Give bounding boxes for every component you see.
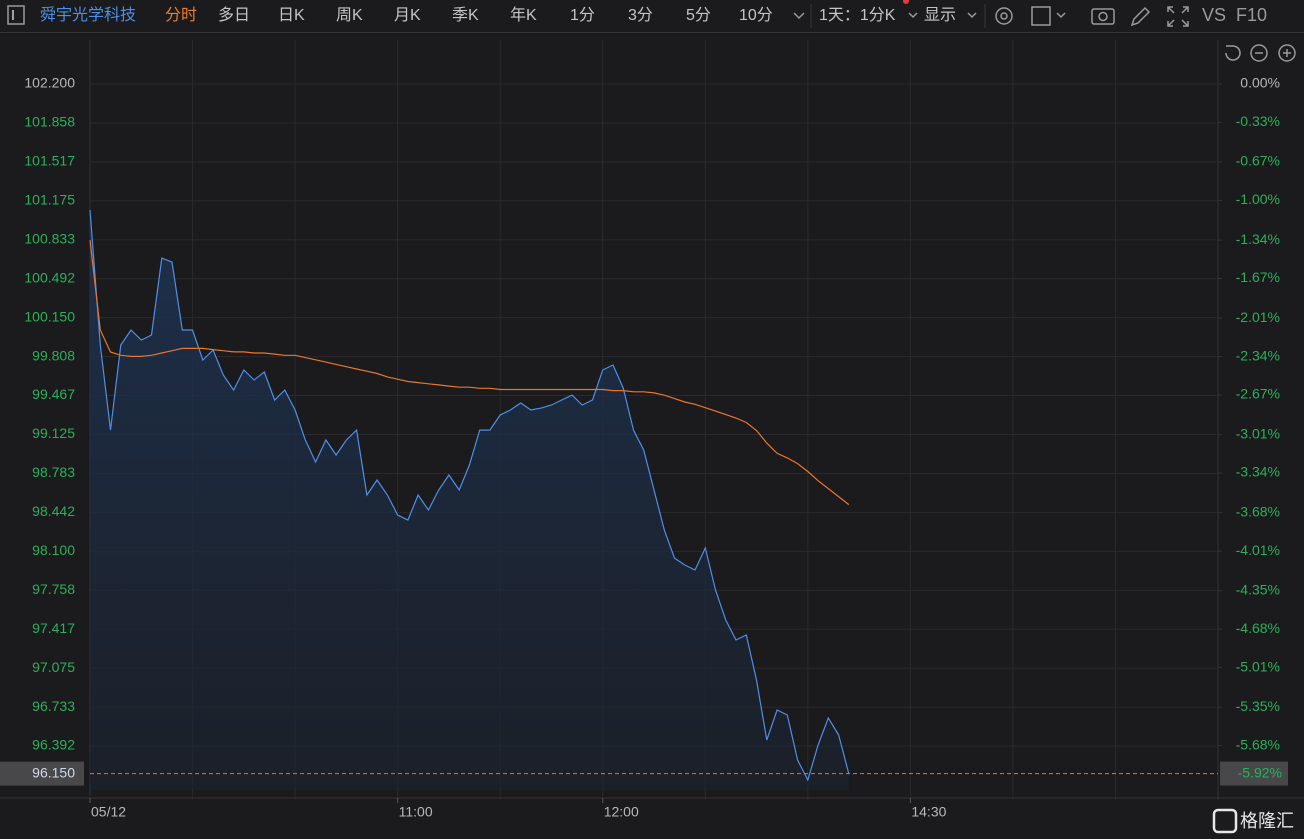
toolbar: 舜宇光学科技 分时 多日 日K 周K 月K 季K 年K 1分 3分 5分 10分… [7,0,1267,28]
y2-tick-label: -4.01% [1236,542,1280,558]
y2-tick-label: -3.01% [1236,425,1280,441]
y-tick-label: 99.808 [32,347,75,363]
y-tick-label: 101.517 [24,153,75,169]
y2-tick-label: -2.01% [1236,309,1280,325]
more-chevron[interactable] [793,12,805,20]
tab[interactable]: 多日 [218,6,250,24]
y-tick-label: 98.100 [32,542,75,558]
average-line [89,240,850,506]
y-tick-label: 97.417 [32,620,75,636]
y2-tick-label: -0.33% [1236,113,1280,129]
price-area [90,210,849,790]
pencil-icon[interactable] [1130,6,1151,27]
y-tick-label: 100.833 [24,231,75,247]
tab[interactable]: 10分 [739,6,773,24]
vs-button[interactable]: VS [1202,5,1226,25]
zoom-in[interactable] [1278,44,1296,62]
x-tick-label: 05/12 [91,804,126,820]
sidebar-toggle[interactable] [7,5,25,25]
zoom-out[interactable] [1250,44,1268,62]
last-change-label: -5.92% [1238,764,1282,780]
reset-icon[interactable] [1225,45,1241,61]
y-tick-label: 100.150 [24,308,75,324]
tab[interactable]: 3分 [628,6,653,24]
draw-box-icon[interactable] [1031,6,1051,26]
y2-tick-label: -3.68% [1236,503,1280,519]
x-tick-label: 12:00 [604,804,639,820]
watermark-text: 格隆汇 [1240,811,1294,831]
tab[interactable]: 季K [452,6,479,24]
period-chevron [908,12,918,19]
y-tick-label: 97.758 [32,581,75,597]
y2-tick-label: 0.00% [1240,75,1280,91]
y-tick-label: 101.858 [24,114,75,130]
tab[interactable]: 分时 [165,6,197,24]
tab[interactable]: 周K [336,7,363,24]
x-tick-label: 14:30 [911,804,946,820]
tab[interactable]: 日K [278,7,305,24]
tab[interactable]: 5分 [686,6,711,24]
y-tick-label: 98.783 [32,464,75,480]
y-tick-label: 101.175 [24,192,75,208]
y2-tick-label: -5.68% [1236,736,1280,752]
last-price-box [0,761,84,786]
y2-tick-label: -1.00% [1236,191,1280,207]
y-tick-label: 98.442 [32,503,75,519]
y2-tick-label: -1.34% [1236,231,1280,247]
y2-tick-label: -0.67% [1236,153,1280,169]
y-tick-label: 99.467 [32,386,75,402]
y2-tick-label: -1.67% [1236,269,1280,285]
y2-tick-label: -3.34% [1236,464,1280,480]
f10-button[interactable]: F10 [1236,5,1267,25]
y2-tick-label: -4.35% [1236,581,1280,597]
notice-dot [903,0,909,4]
last-change-box [1220,761,1288,786]
y-tick-label: 99.125 [32,425,75,441]
plot: 102.200 101.858 101.517 101.175 100.833 100.4… [0,40,1304,820]
y-tick-label: 102.200 [24,75,75,91]
y-tick-label: 96.392 [32,737,75,753]
camera-icon[interactable] [1091,8,1115,25]
zoom-in-plus [1283,49,1291,57]
settings-icon[interactable] [995,7,1013,25]
watermark: 格隆汇 [1212,808,1294,834]
settings-icon-center [1000,12,1008,20]
x-tick-label: 11:00 [399,804,433,820]
tab[interactable]: 1分 [570,6,595,24]
last-price-label: 96.150 [32,764,75,780]
fullscreen-icon[interactable] [1167,6,1189,27]
y2-tick-label: -2.67% [1236,386,1280,402]
period-select[interactable]: 1天：1分K [819,6,896,24]
box-chevron [1056,12,1066,19]
y-tick-label: 96.733 [32,698,75,714]
y-tick-label: 100.492 [24,269,75,285]
y2-tick-label: -4.68% [1236,620,1280,636]
watermark-logo [1212,808,1238,834]
tab[interactable]: 年K [510,6,537,24]
display-select[interactable]: 显示 [924,7,956,24]
y2-tick-label: -5.35% [1236,698,1280,714]
zoom-controls [1225,44,1296,62]
display-chevron [967,12,977,19]
camera-lens [1098,11,1108,22]
stock-name[interactable]: 舜宇光学科技 [40,6,136,24]
y-tick-label: 97.075 [32,659,75,675]
price-line [89,209,850,782]
tab[interactable]: 月K [394,7,421,24]
y2-tick-label: -2.34% [1236,347,1280,363]
y2-tick-label: -5.01% [1236,658,1280,674]
